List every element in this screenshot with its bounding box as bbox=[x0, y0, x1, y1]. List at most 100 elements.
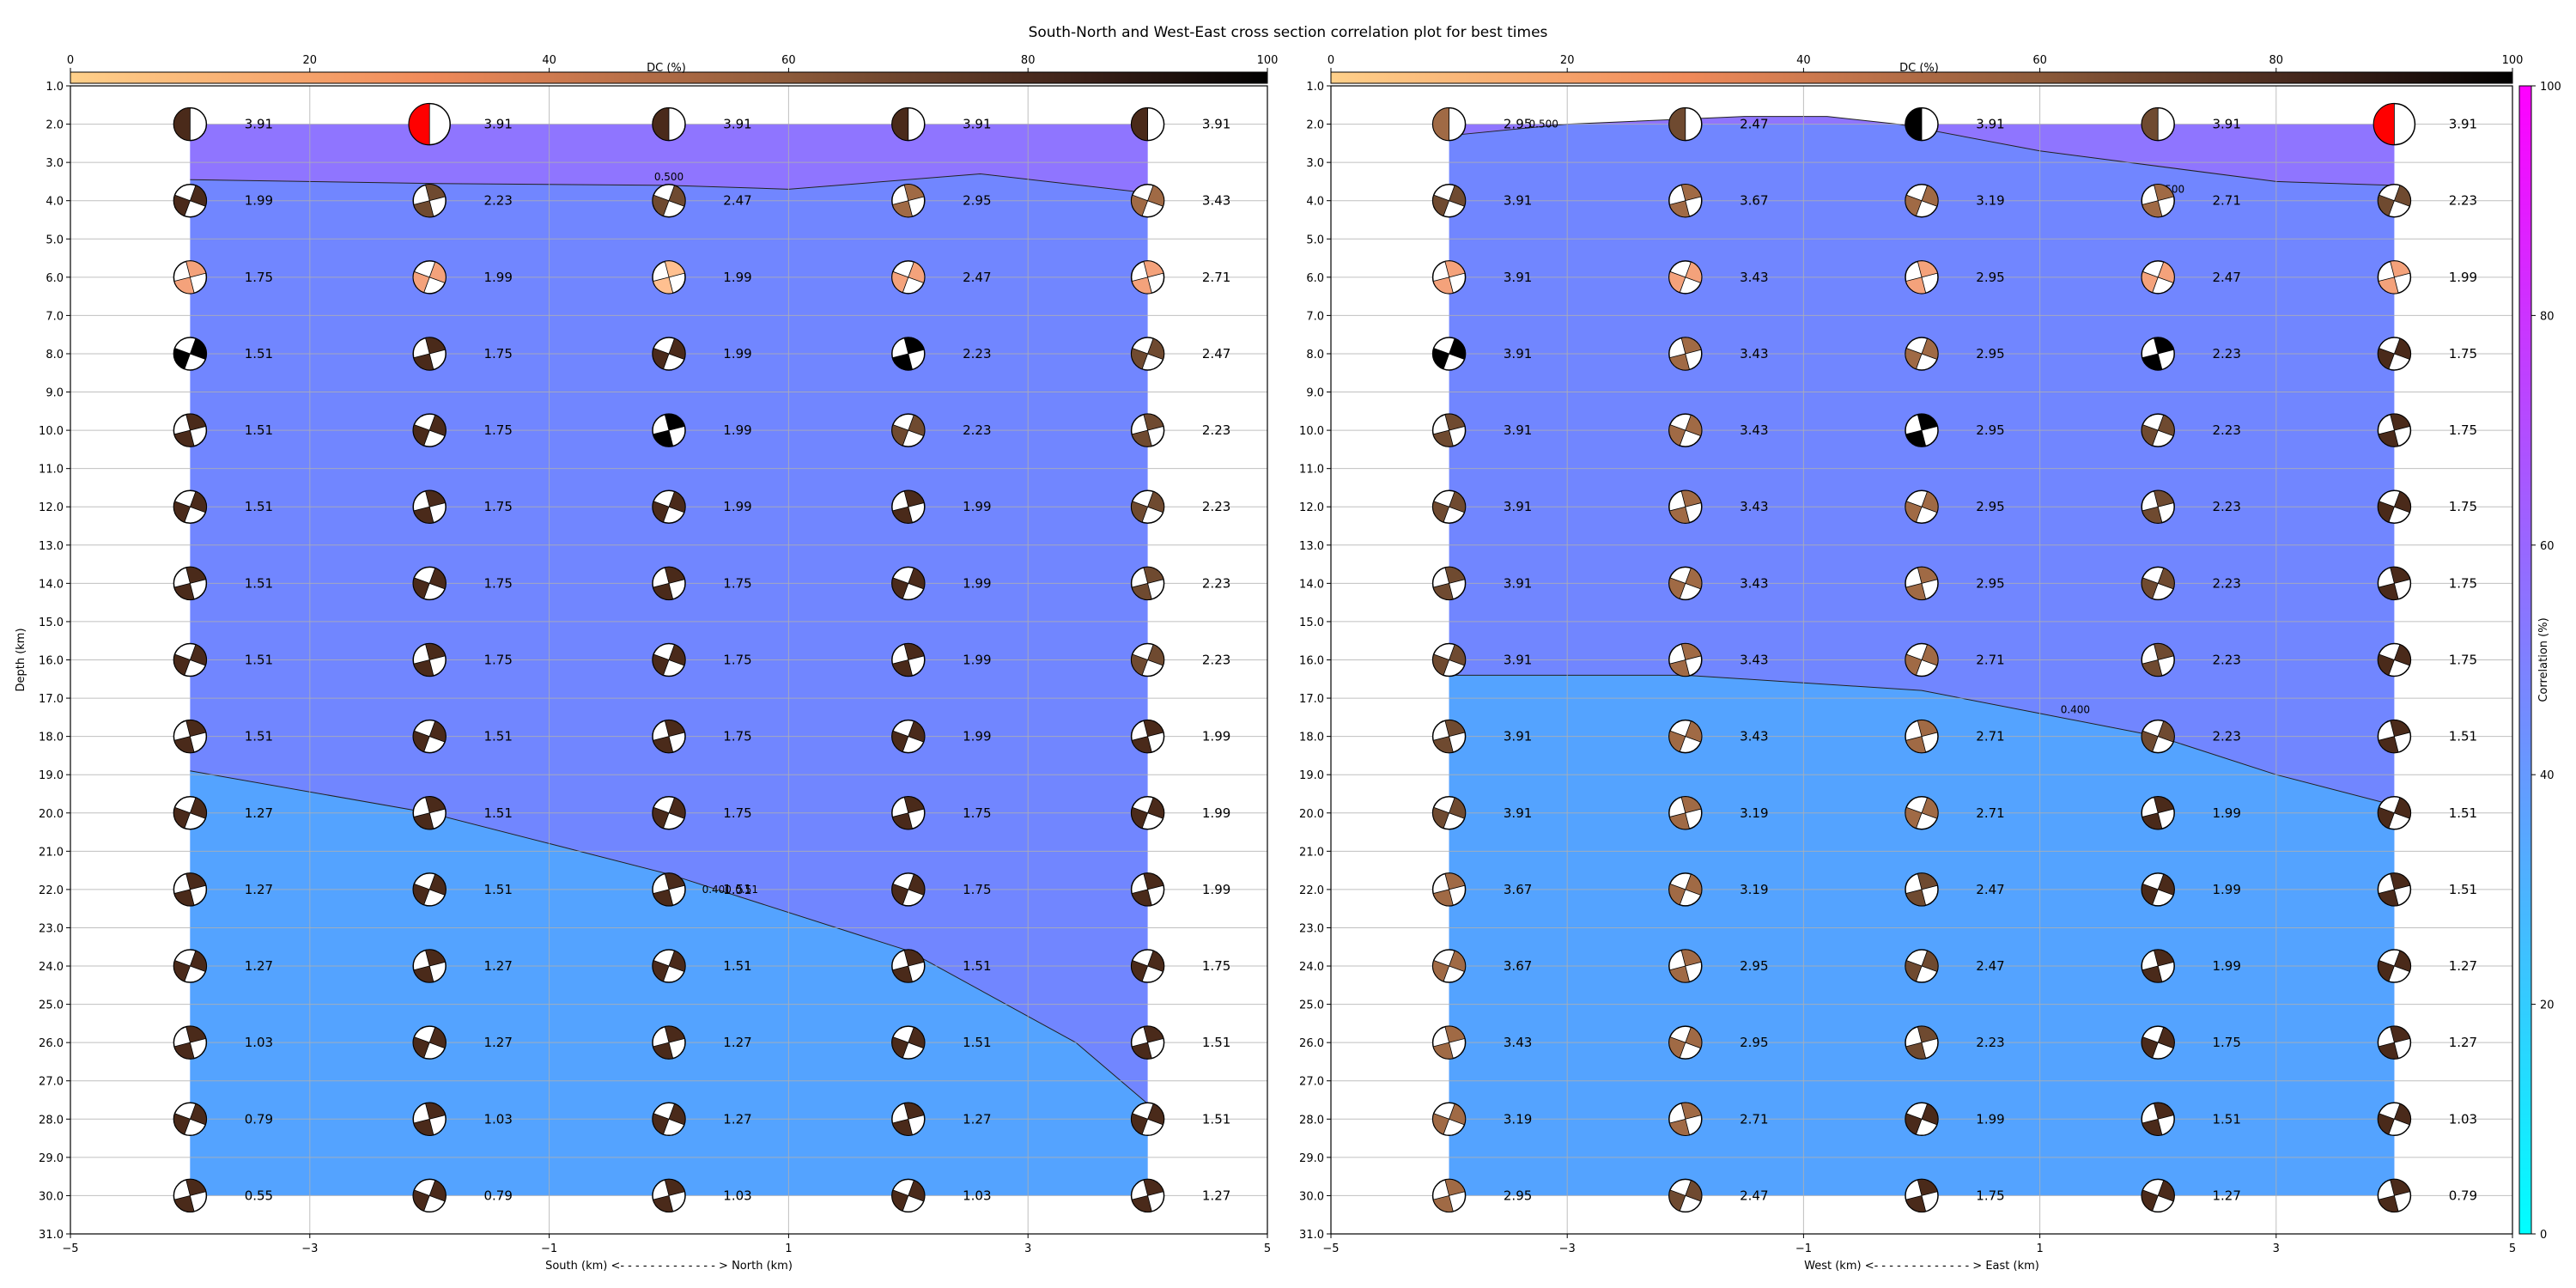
value-label: 2.23 bbox=[963, 422, 991, 438]
value-label: 1.75 bbox=[2449, 346, 2477, 361]
y-tick-label: 15.0 bbox=[39, 617, 64, 629]
focal-mechanism-quadrant bbox=[173, 429, 195, 447]
x-tick-label: −5 bbox=[1322, 1242, 1339, 1255]
focal-mechanism-quadrant bbox=[1668, 506, 1690, 524]
focal-mechanism bbox=[891, 489, 926, 524]
focal-mechanism-quadrant bbox=[1131, 501, 1149, 523]
focal-mechanism-quadrant bbox=[412, 1036, 430, 1059]
focal-mechanism bbox=[1431, 949, 1467, 983]
focal-mechanism-quadrant bbox=[2390, 872, 2411, 890]
focal-mechanism-quadrant bbox=[1905, 653, 1923, 676]
focal-mechanism-quadrant bbox=[413, 965, 434, 983]
value-label: 3.91 bbox=[1504, 270, 1532, 285]
focal-mechanism-quadrant bbox=[891, 965, 913, 983]
focal-mechanism bbox=[412, 566, 447, 601]
focal-mechanism-quadrant bbox=[1905, 429, 1927, 447]
focal-mechanism-quadrant bbox=[903, 796, 925, 814]
focal-mechanism-quadrant bbox=[653, 1042, 674, 1060]
focal-mechanism bbox=[1668, 260, 1703, 295]
dc-colorbar-tick-label: 60 bbox=[781, 54, 796, 67]
value-label: 1.99 bbox=[1202, 805, 1230, 821]
focal-mechanism-quadrant bbox=[1921, 950, 1939, 973]
focal-mechanism-quadrant bbox=[1905, 501, 1923, 523]
focal-mechanism-quadrant bbox=[653, 1194, 674, 1212]
focal-mechanism-quadrant bbox=[185, 567, 207, 584]
focal-mechanism bbox=[1905, 260, 1939, 295]
focal-mechanism bbox=[2372, 102, 2416, 146]
focal-mechanism-quadrant bbox=[173, 960, 191, 982]
focal-mechanism bbox=[1431, 872, 1467, 907]
focal-mechanism-quadrant bbox=[425, 1102, 447, 1120]
focal-mechanism bbox=[1431, 566, 1467, 601]
value-label: 2.47 bbox=[1740, 117, 1768, 132]
focal-mechanism-quadrant bbox=[1131, 276, 1152, 295]
focal-mechanism bbox=[412, 796, 447, 830]
y-tick-label: 11.0 bbox=[39, 464, 64, 477]
focal-mechanism-quadrant bbox=[2157, 261, 2175, 283]
focal-mechanism-quadrant bbox=[664, 1179, 685, 1196]
value-label: 3.67 bbox=[1504, 882, 1532, 897]
y-tick-label: 17.0 bbox=[39, 693, 64, 706]
value-label: 3.67 bbox=[1740, 193, 1768, 209]
focal-mechanism-quadrant bbox=[1668, 730, 1686, 752]
focal-mechanism bbox=[2141, 260, 2175, 295]
focal-mechanism bbox=[1130, 1178, 1165, 1213]
value-label: 3.43 bbox=[1740, 270, 1768, 285]
contour-label: 0.400 bbox=[702, 884, 732, 896]
focal-mechanism-quadrant bbox=[891, 270, 909, 294]
value-label: 2.71 bbox=[1976, 729, 2004, 744]
contour-label: 0.500 bbox=[654, 171, 683, 183]
y-tick-label: 11.0 bbox=[1299, 464, 1324, 477]
value-label: 2.23 bbox=[2212, 499, 2240, 514]
focal-mechanism-quadrant bbox=[1444, 413, 1466, 431]
value-label: 2.23 bbox=[963, 346, 991, 361]
focal-mechanism-quadrant bbox=[1131, 653, 1149, 676]
dc-colorbar-tick-label: 80 bbox=[1021, 54, 1036, 67]
value-label: 0.79 bbox=[245, 1111, 273, 1127]
focal-mechanism-quadrant bbox=[2141, 270, 2159, 294]
focal-mechanism-quadrant bbox=[1143, 567, 1164, 584]
focal-mechanism-quadrant bbox=[903, 949, 925, 967]
value-label: 3.19 bbox=[1740, 882, 1768, 897]
focal-mechanism-quadrant bbox=[891, 200, 913, 218]
focal-mechanism-quadrant bbox=[173, 276, 195, 295]
focal-mechanism bbox=[891, 872, 926, 907]
y-tick-label: 22.0 bbox=[1299, 884, 1324, 897]
y-tick-label: 2.0 bbox=[1306, 119, 1324, 132]
focal-mechanism bbox=[1668, 413, 1703, 447]
focal-mechanism bbox=[1668, 949, 1703, 983]
focal-mechanism-quadrant bbox=[412, 730, 430, 752]
focal-mechanism-quadrant bbox=[2154, 949, 2175, 967]
value-label: 3.91 bbox=[483, 117, 512, 132]
x-axis-label: South (km) <- - - - - - - - - - - - - > … bbox=[545, 1260, 793, 1273]
focal-mechanism-quadrant bbox=[653, 889, 674, 907]
value-label: 1.99 bbox=[723, 346, 751, 361]
focal-mechanism-quadrant bbox=[2141, 424, 2159, 447]
focal-mechanism-quadrant bbox=[1432, 276, 1454, 295]
value-label: 2.95 bbox=[1504, 1188, 1532, 1203]
y-tick-label: 8.0 bbox=[1306, 349, 1324, 361]
value-label: 1.03 bbox=[963, 1188, 991, 1203]
focal-mechanism-quadrant bbox=[2378, 347, 2395, 370]
dc-colorbar-tick-label: 0 bbox=[1327, 54, 1334, 67]
focal-mechanism bbox=[412, 872, 447, 907]
focal-mechanism-quadrant bbox=[1131, 1194, 1152, 1212]
focal-mechanism-quadrant bbox=[1668, 424, 1686, 447]
focal-mechanism bbox=[173, 260, 208, 295]
focal-mechanism bbox=[173, 642, 208, 677]
focal-mechanism-quadrant bbox=[2393, 185, 2411, 207]
focal-mechanism-quadrant bbox=[189, 337, 207, 360]
focal-mechanism-quadrant bbox=[1143, 260, 1164, 278]
y-tick-label: 10.0 bbox=[1299, 425, 1324, 438]
value-label: 1.75 bbox=[483, 653, 512, 668]
focal-mechanism-quadrant bbox=[2393, 337, 2411, 360]
focal-mechanism-quadrant bbox=[173, 1042, 195, 1060]
focal-mechanism bbox=[2377, 642, 2412, 677]
contour-label: 0.400 bbox=[2061, 703, 2090, 715]
value-label: 1.27 bbox=[1202, 1188, 1230, 1203]
y-tick-label: 1.0 bbox=[46, 81, 64, 94]
focal-mechanism bbox=[412, 1178, 447, 1213]
focal-mechanism-quadrant bbox=[1905, 1194, 1927, 1212]
focal-mechanism-quadrant bbox=[1685, 261, 1703, 283]
focal-mechanism-quadrant bbox=[1905, 1042, 1927, 1060]
